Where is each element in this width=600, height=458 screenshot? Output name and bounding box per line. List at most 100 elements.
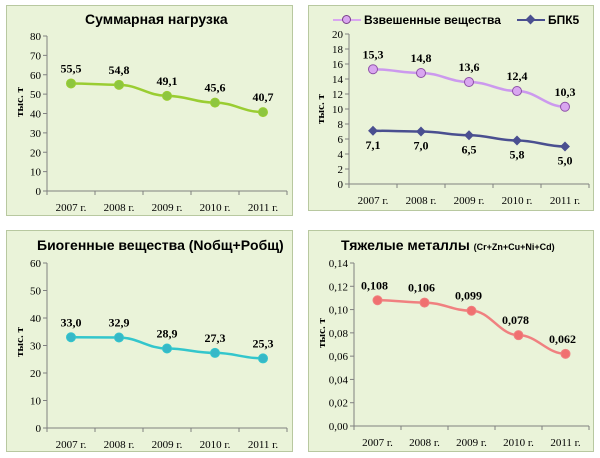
y-tick-label: 14 xyxy=(332,74,344,86)
data-point-marker xyxy=(258,107,268,118)
data-label: 10,3 xyxy=(555,85,576,99)
circle-marker-icon xyxy=(333,15,361,25)
x-tick-label: 2011 г. xyxy=(248,439,279,451)
data-point-marker xyxy=(466,305,477,316)
y-tick-label: 2 xyxy=(338,164,344,176)
data-label: 32,9 xyxy=(109,316,130,330)
y-tick-label: 0,14 xyxy=(329,258,349,270)
data-label: 14,8 xyxy=(411,51,432,65)
data-point-marker xyxy=(416,126,426,137)
legend: Взвешенные вещества БПК5 xyxy=(333,13,595,27)
data-point-marker xyxy=(512,135,522,146)
data-label: 12,4 xyxy=(507,69,528,83)
x-tick-label: 2010 г. xyxy=(200,439,231,451)
data-label: 33,0 xyxy=(61,315,82,329)
chart-panel-total-load: Суммарная нагрузка тыс. т 0 10 20 30 40 50 60 7… xyxy=(6,5,293,216)
y-tick-label: 18 xyxy=(332,44,344,56)
y-tick-label: 60 xyxy=(30,258,42,270)
y-tick-label: 10 xyxy=(30,396,42,408)
x-tick-label: 2011 г. xyxy=(248,202,279,214)
y-tick-label: 4 xyxy=(338,149,344,161)
data-point-marker xyxy=(368,125,378,136)
y-tick-label: 20 xyxy=(30,147,42,159)
x-tick-label: 2008 г. xyxy=(409,437,440,449)
data-label: 55,5 xyxy=(61,61,82,75)
y-tick-label: 60 xyxy=(30,70,42,82)
data-label: 45,6 xyxy=(205,81,226,95)
data-label: 54,8 xyxy=(109,63,130,77)
x-tick-label: 2011 г. xyxy=(550,195,581,207)
y-tick-label: 12 xyxy=(332,89,343,101)
chart-title: Биогенные вещества (Nобщ+Pобщ) xyxy=(37,237,284,253)
legend-item-suspended: Взвешенные вещества xyxy=(333,13,501,27)
series-line xyxy=(372,68,566,108)
data-point-marker xyxy=(210,97,220,108)
x-tick-label: 2007 г. xyxy=(56,439,87,451)
x-tick-label: 2008 г. xyxy=(406,195,437,207)
x-tick-label: 2007 г. xyxy=(358,195,389,207)
line-chart: 0 10 20 30 40 50 60 2007 г. 2008 г. 2009 г. 2010 г… xyxy=(30,258,288,451)
data-point-marker xyxy=(372,295,383,306)
y-tick-label: 0,04 xyxy=(329,374,349,386)
chart-title: Суммарная нагрузка xyxy=(85,11,228,27)
line-chart: 0,00 0,02 0,04 0,06 0,08 0,10 0,12 0,14 2007 г. 2… xyxy=(329,258,590,449)
x-tick-label: 2008 г. xyxy=(104,202,135,214)
y-tick-label: 0,08 xyxy=(329,328,349,340)
data-label: 5,0 xyxy=(558,154,573,168)
data-point-marker xyxy=(258,353,268,364)
y-tick-label: 20 xyxy=(30,368,42,380)
x-tick-label: 2010 г. xyxy=(200,202,231,214)
x-tick-label: 2009 г. xyxy=(454,195,485,207)
data-point-marker xyxy=(66,78,76,89)
data-label: 5,8 xyxy=(510,148,525,162)
y-tick-label: 0 xyxy=(36,423,42,435)
x-tick-label: 2010 г. xyxy=(503,437,534,449)
legend-item-bod5: БПК5 xyxy=(516,13,579,27)
line-chart: 0 2 4 6 8 10 12 14 16 18 20 2007 г. 2008 г. 2009 г. 20… xyxy=(332,29,590,207)
data-label: 0,108 xyxy=(361,278,388,292)
data-point-marker xyxy=(560,348,571,359)
data-label: 0,062 xyxy=(549,332,576,346)
data-label: 13,6 xyxy=(459,60,480,74)
x-tick-label: 2009 г. xyxy=(152,202,183,214)
data-point-marker xyxy=(513,330,524,341)
x-tick-label: 2009 г. xyxy=(152,439,183,451)
data-point-marker xyxy=(162,343,172,354)
diamond-marker-icon xyxy=(516,15,545,25)
data-label: 6,5 xyxy=(462,142,477,156)
x-tick-label: 2010 г. xyxy=(502,195,533,207)
data-label: 27,3 xyxy=(205,331,226,345)
data-label: 0,106 xyxy=(408,281,435,295)
y-tick-label: 10 xyxy=(30,167,42,179)
data-point-marker xyxy=(416,68,426,78)
data-label: 7,0 xyxy=(414,139,429,153)
chart-title: Тяжелые металлы (Cr+Zn+Cu+Ni+Cd) xyxy=(341,237,555,253)
x-tick-label: 2008 г. xyxy=(104,439,135,451)
data-point-marker xyxy=(162,90,172,101)
data-point-marker xyxy=(114,332,124,343)
y-tick-label: 16 xyxy=(332,59,344,71)
y-tick-label: 0,06 xyxy=(329,351,349,363)
x-tick-label: 2007 г. xyxy=(56,202,87,214)
data-point-marker xyxy=(560,141,570,152)
line-chart: 0 10 20 30 40 50 60 70 80 2007 г. 2008 г. 2009 г. 20… xyxy=(30,31,288,214)
y-tick-label: 0,10 xyxy=(329,305,349,317)
x-tick-label: 2011 г. xyxy=(550,437,581,449)
data-label: 0,078 xyxy=(502,313,529,327)
x-tick-label: 2009 г. xyxy=(456,437,487,449)
y-tick-label: 0,00 xyxy=(329,421,349,433)
data-point-marker xyxy=(210,347,220,358)
y-tick-label: 40 xyxy=(30,109,42,121)
y-tick-label: 80 xyxy=(30,31,42,43)
y-tick-label: 0 xyxy=(36,186,42,198)
y-tick-label: 10 xyxy=(332,104,344,116)
y-tick-label: 0,12 xyxy=(329,281,348,293)
y-tick-label: 50 xyxy=(30,286,42,298)
data-label: 28,9 xyxy=(157,327,178,341)
y-tick-label: 40 xyxy=(30,313,42,325)
y-tick-label: 0 xyxy=(338,179,344,191)
y-tick-label: 20 xyxy=(332,29,344,41)
data-label: 40,7 xyxy=(253,90,274,104)
y-tick-label: 0,02 xyxy=(329,398,348,410)
data-point-marker xyxy=(560,101,570,112)
